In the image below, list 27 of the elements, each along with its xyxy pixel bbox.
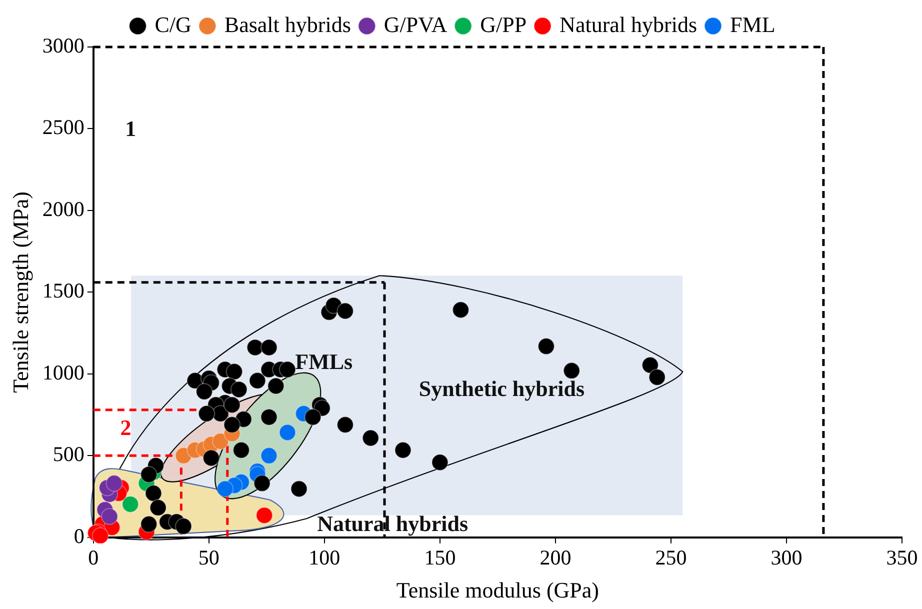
annotation: FMLs	[295, 348, 353, 374]
y-tick-label: 1000	[42, 360, 84, 384]
y-axis-title: Tensile strength (MPa)	[8, 192, 33, 393]
y-tick-label: 500	[52, 442, 84, 466]
x-tick-label: 200	[540, 546, 572, 570]
annotation: Synthetic hybrids	[418, 376, 585, 401]
x-tick-label: 100	[308, 546, 340, 570]
annotation: Natural hybrids	[317, 510, 468, 536]
y-tick-label: 2000	[42, 196, 84, 221]
x-axis-title: Tensile modulus (GPa)	[396, 578, 599, 603]
legend-label: Natural hybrids	[560, 12, 698, 37]
x-tick-label: 50	[198, 546, 220, 570]
legend-label: C/G	[154, 12, 192, 37]
legend-label: FML	[730, 12, 776, 37]
y-tick-label: 1500	[42, 278, 84, 303]
x-tick-label: 300	[770, 546, 802, 570]
legend-label: G/PVA	[384, 12, 448, 37]
y-tick-label: 0	[74, 524, 84, 548]
legend-label: G/PP	[480, 12, 527, 37]
annotation: 2	[120, 415, 132, 440]
y-tick-label: 2500	[42, 115, 84, 140]
annotation: 1	[125, 116, 136, 142]
legend-label: Basalt hybrids	[224, 12, 351, 37]
x-tick-label: 350	[886, 546, 918, 570]
y-tick-label: 3000	[42, 34, 84, 58]
x-tick-label: 250	[655, 546, 687, 570]
x-tick-label: 150	[424, 546, 456, 570]
